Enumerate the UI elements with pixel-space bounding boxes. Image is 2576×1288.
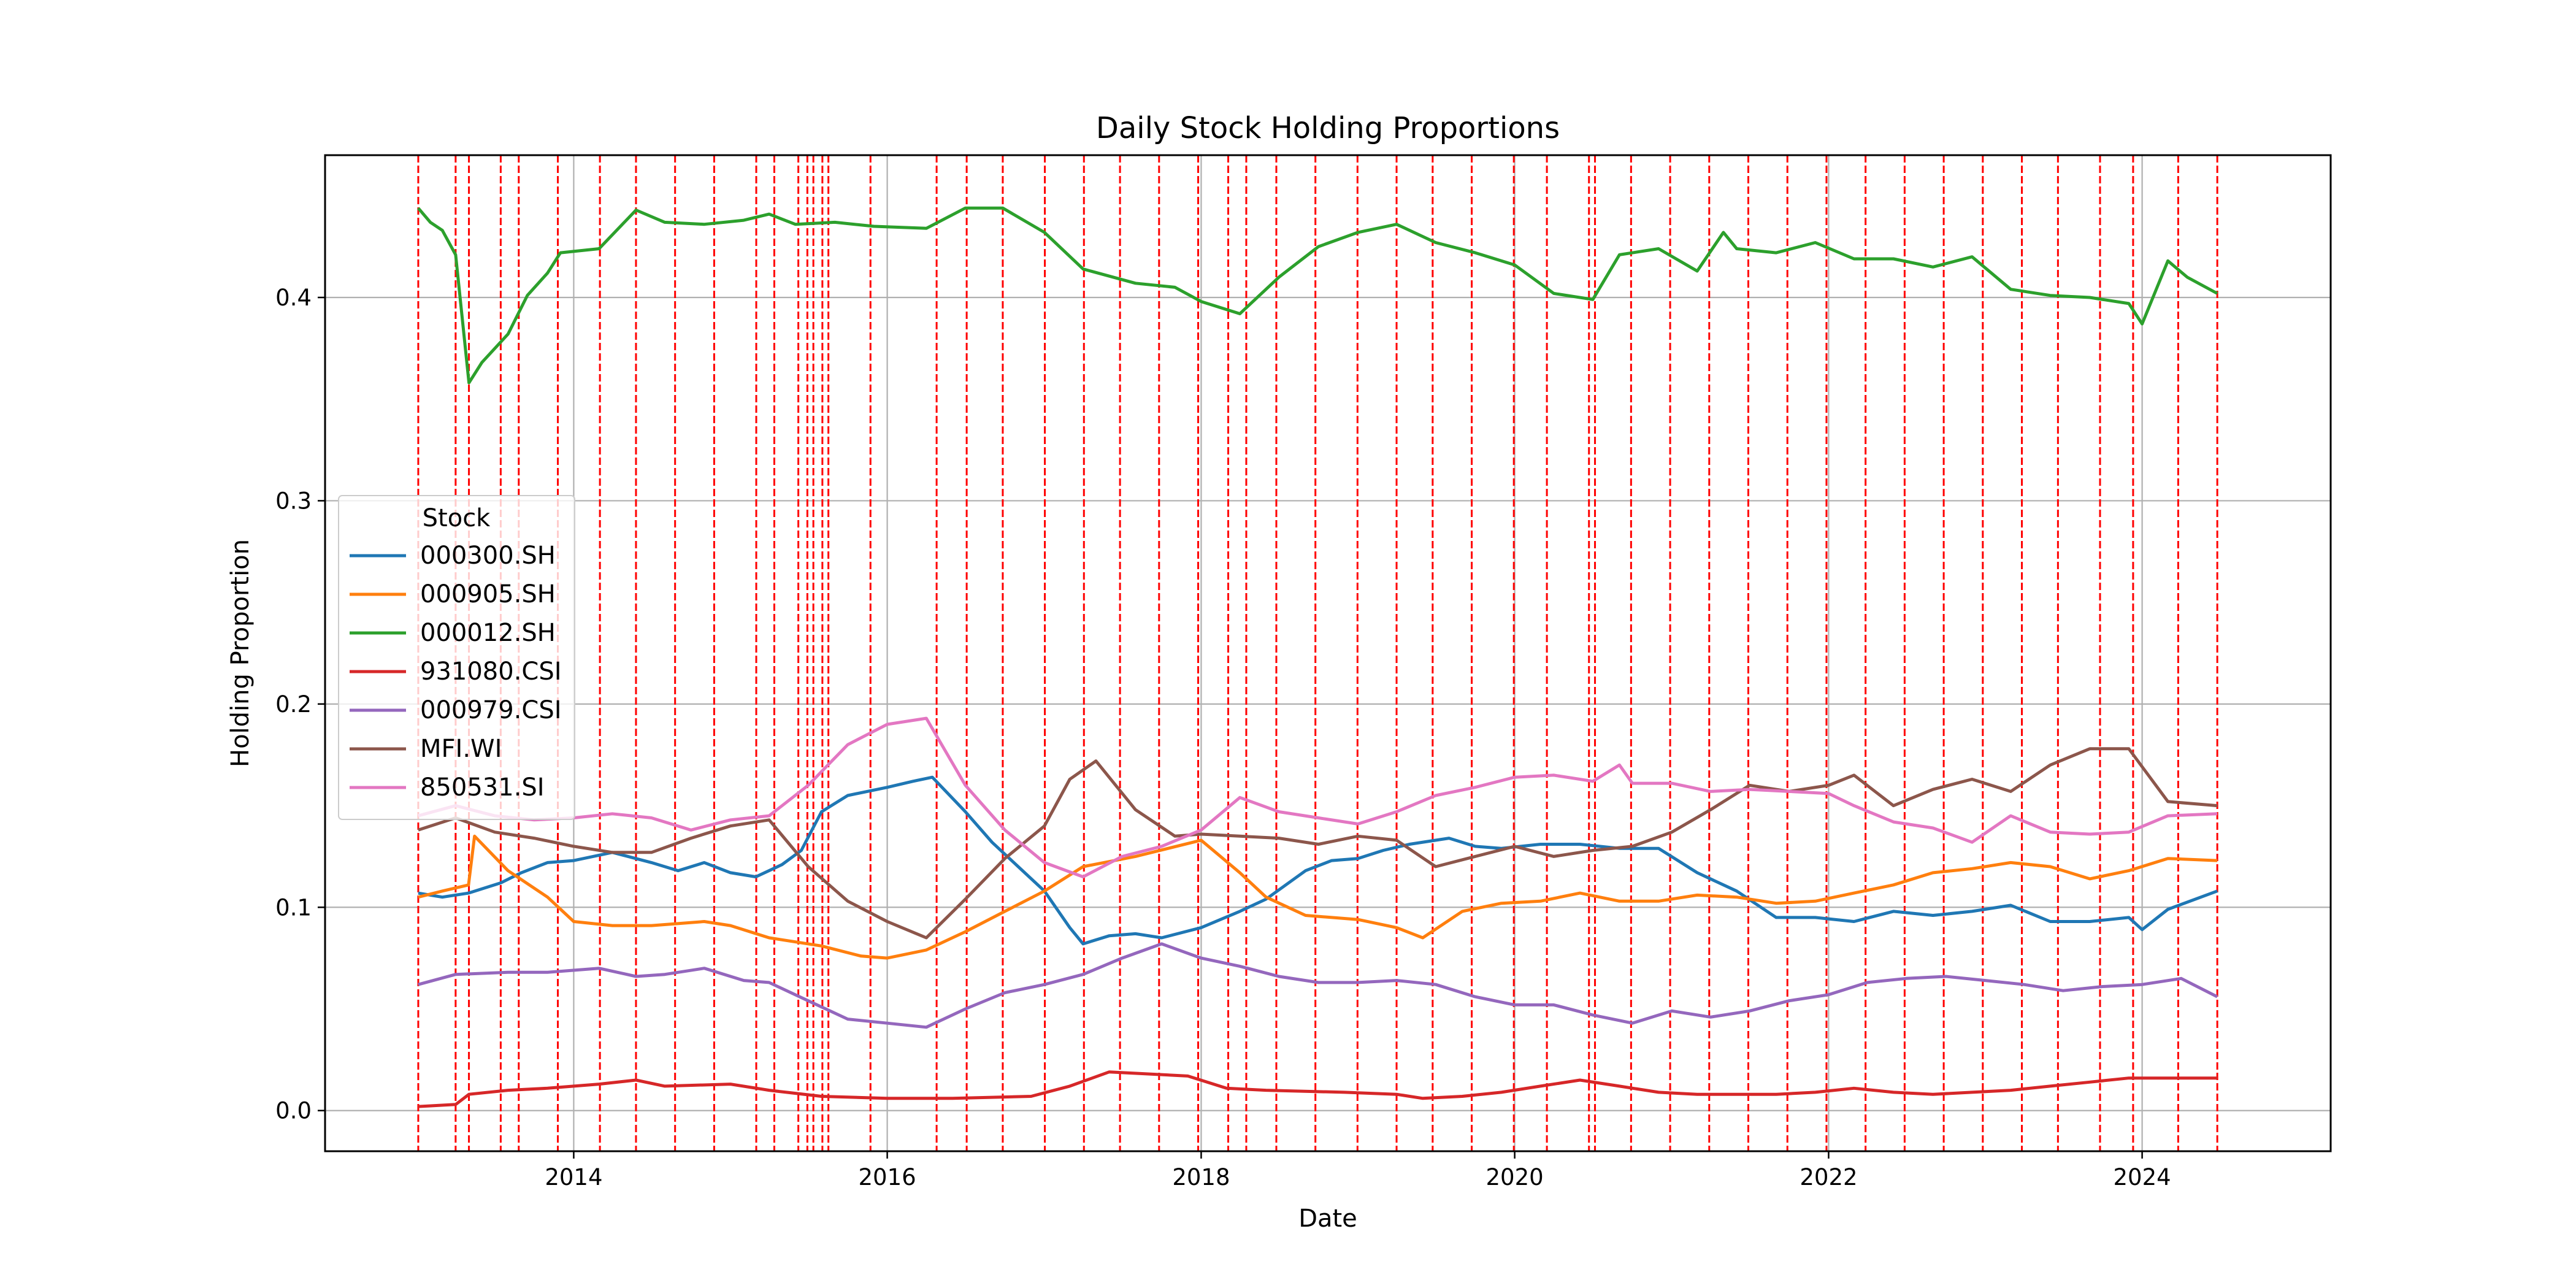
legend-title: Stock: [423, 504, 491, 532]
y-axis-ticks: 0.0 0.1 0.2 0.3 0.4: [275, 285, 325, 1124]
legend-label: MFI.WI: [420, 735, 502, 763]
series-lines: [416, 206, 2218, 1108]
legend-label: 000905.SH: [420, 580, 556, 608]
y-tick-label: 0.2: [275, 691, 312, 718]
legend-items: 000300.SH 000905.SH 000012.SH 931080.CSI 000…: [350, 542, 562, 802]
grid: [325, 155, 2331, 1151]
legend-label: 931080.CSI: [420, 657, 562, 686]
chart-title: Daily Stock Holding Proportions: [1096, 111, 1560, 145]
x-tick-label: 2020: [1486, 1164, 1544, 1190]
y-axis-label: Holding Proportion: [226, 539, 255, 767]
series-line-000979-csi: [418, 942, 2218, 1029]
x-tick-label: 2014: [545, 1164, 602, 1190]
legend-label: 850531.SI: [420, 773, 545, 802]
x-tick-label: 2016: [858, 1164, 916, 1190]
series-line-000905-sh: [418, 834, 2218, 960]
series-line-931080-csi: [418, 1070, 2218, 1108]
legend-label: 000300.SH: [420, 542, 556, 570]
series-line-000300-sh: [418, 775, 2218, 946]
series-line-000012-sh: [416, 206, 2218, 385]
legend-label: 000979.CSI: [420, 696, 562, 724]
x-tick-label: 2018: [1172, 1164, 1230, 1190]
x-tick-label: 2022: [1800, 1164, 1857, 1190]
plot-frame: [324, 154, 2332, 1152]
legend-box: [338, 495, 575, 820]
y-tick-label: 0.1: [275, 894, 312, 921]
legend-label: 000012.SH: [420, 619, 556, 647]
series-line-850531-si: [418, 716, 2218, 879]
x-axis-ticks: 2014 2016 2018 2020 2022 2024: [545, 1151, 2171, 1190]
series-line-mfi-wi: [418, 747, 2218, 940]
x-axis-label: Date: [1298, 1205, 1357, 1233]
x-tick-label: 2024: [2114, 1164, 2171, 1190]
y-tick-label: 0.4: [275, 285, 312, 311]
y-tick-label: 0.0: [275, 1098, 312, 1124]
legend: Stock 000300.SH 000905.SH 000012.SH 931080.…: [338, 495, 575, 820]
y-tick-label: 0.3: [275, 488, 312, 514]
